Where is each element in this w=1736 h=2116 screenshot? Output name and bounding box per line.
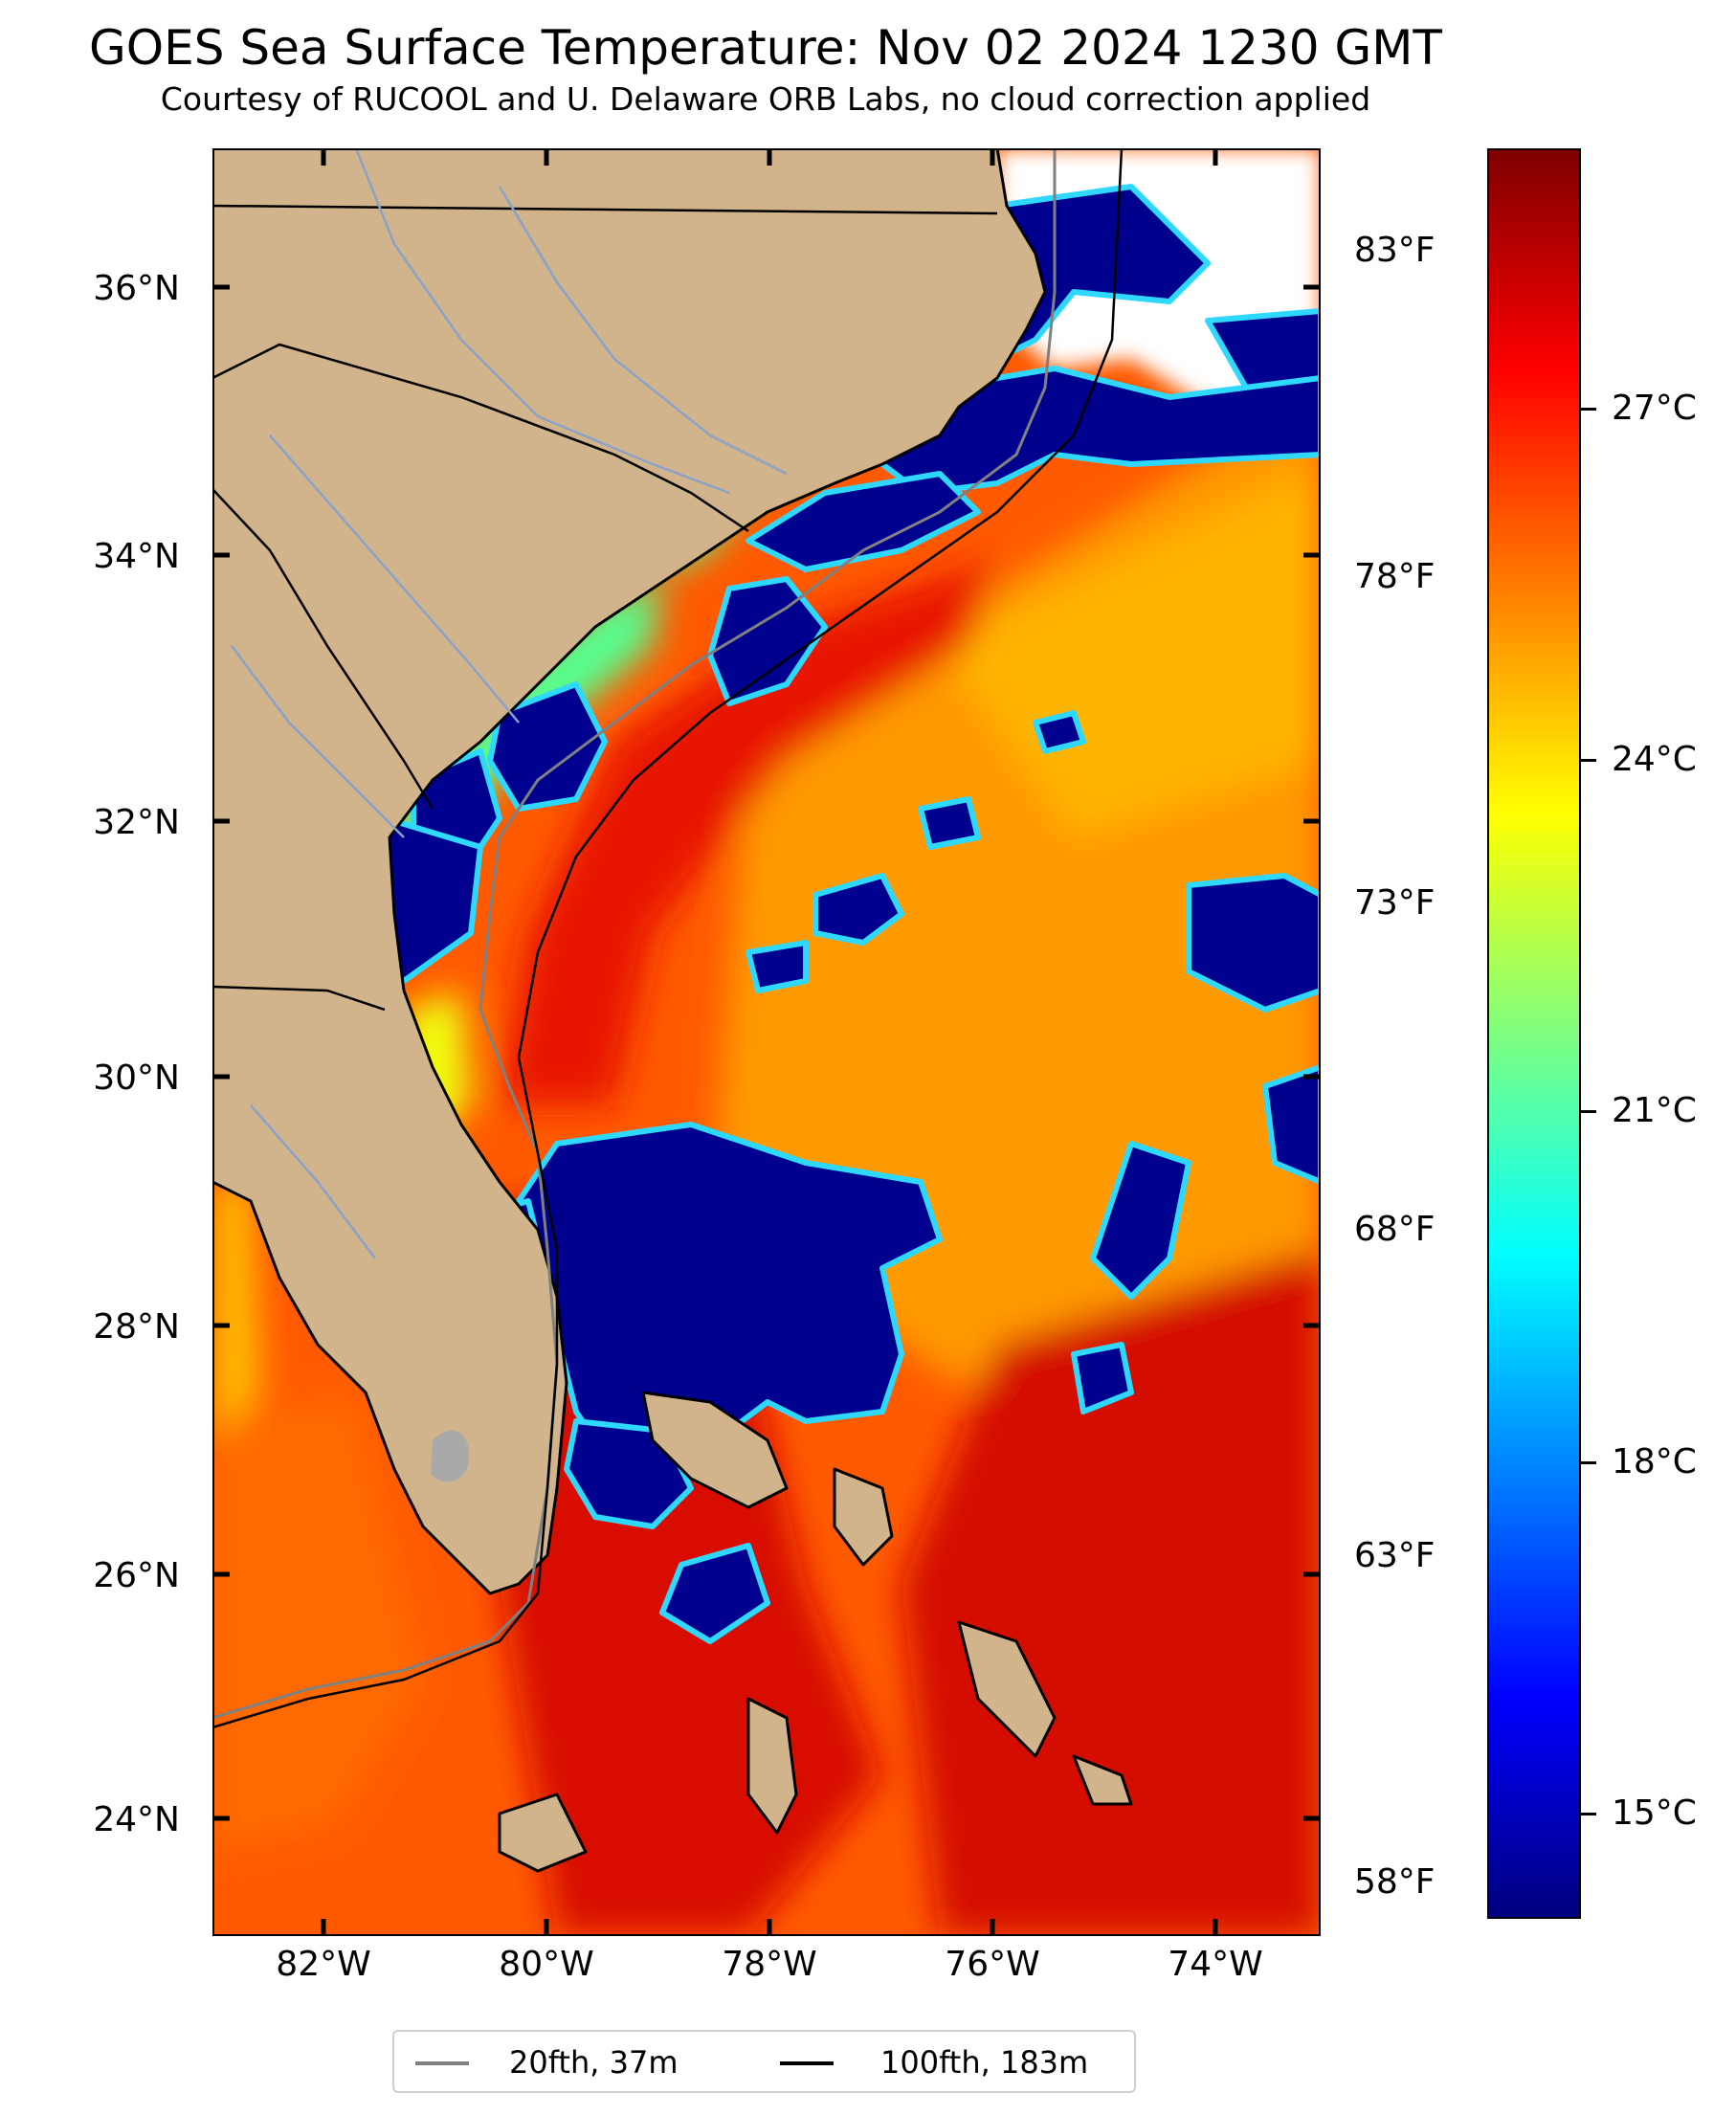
lat-label-28n: 28°N	[93, 1307, 180, 1347]
legend-swatch-100fth	[780, 2061, 834, 2065]
lon-label-76w: 76°W	[945, 1945, 1040, 1984]
chart-title: GOES Sea Surface Temperature: Nov 02 202…	[89, 20, 1442, 76]
lon-label-78w: 78°W	[722, 1945, 817, 1984]
state-borders	[212, 204, 998, 1012]
chart-subtitle: Courtesy of RUCOOL and U. Delaware ORB L…	[160, 80, 1371, 118]
gulf-stream-core	[500, 560, 997, 1105]
colorbar-label-24c: 24°C	[1612, 740, 1697, 779]
bahamas-islands	[498, 1391, 1133, 1873]
colorbar	[1487, 148, 1581, 1919]
temp-label-63f: 63°F	[1354, 1536, 1436, 1575]
legend-label-20fth: 20fth, 37m	[509, 2044, 679, 2081]
temp-label-83f: 83°F	[1354, 231, 1436, 270]
lat-label-34n: 34°N	[93, 537, 180, 576]
lat-label-32n: 32°N	[93, 803, 180, 842]
gulf-mexico-yellow	[212, 1182, 260, 1440]
southeast-red	[901, 1249, 1321, 1936]
lat-label-26n: 26°N	[93, 1556, 180, 1595]
offshore-yellow-region	[940, 464, 1321, 837]
colorbar-label-15c: 15°C	[1612, 1793, 1697, 1833]
colorbar-tick	[1581, 1813, 1596, 1815]
sst-map	[212, 148, 1321, 1936]
isobath-20fth	[212, 148, 1057, 1720]
isobath-100fth	[212, 148, 1124, 1729]
colorbar-tick	[1581, 1461, 1596, 1464]
lake-okeechobee	[431, 1430, 470, 1482]
colorbar-tick	[1581, 1110, 1596, 1113]
gulf-mexico-warm	[212, 1392, 423, 1852]
temp-label-58f: 58°F	[1354, 1862, 1436, 1902]
temp-label-73f: 73°F	[1354, 883, 1436, 923]
legend-label-100fth: 100fth, 183m	[880, 2044, 1089, 2081]
temp-label-78f: 78°F	[1354, 557, 1436, 596]
colorbar-label-18c: 18°C	[1612, 1442, 1697, 1481]
colorbar-tick	[1581, 759, 1596, 762]
colorbar-label-27c: 27°C	[1612, 389, 1697, 428]
colorbar-label-21c: 21°C	[1612, 1091, 1697, 1130]
map-frame	[212, 148, 1321, 1936]
colorbar-tick	[1581, 408, 1596, 411]
lon-label-80w: 80°W	[499, 1945, 594, 1984]
rivers	[231, 148, 788, 1259]
lat-label-36n: 36°N	[93, 269, 180, 308]
lat-label-24n: 24°N	[93, 1800, 180, 1839]
legend-swatch-20fth	[415, 2061, 469, 2065]
legend: 20fth, 37m 100fth, 183m	[392, 2030, 1136, 2093]
lat-label-30n: 30°N	[93, 1058, 180, 1098]
axis-ticks	[212, 148, 1321, 1936]
temp-label-68f: 68°F	[1354, 1210, 1436, 1249]
lon-label-74w: 74°W	[1168, 1945, 1263, 1984]
lon-label-82w: 82°W	[276, 1945, 371, 1984]
us-southeast-land	[212, 148, 1047, 1595]
